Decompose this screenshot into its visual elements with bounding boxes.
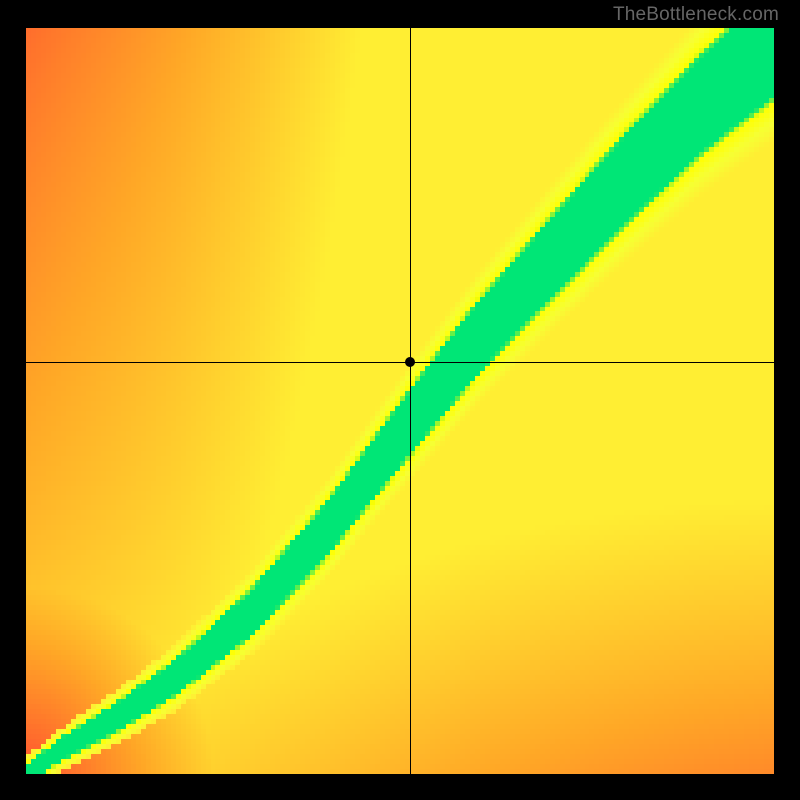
watermark: TheBottleneck.com xyxy=(613,4,779,26)
crosshair-point xyxy=(405,357,415,367)
heatmap-canvas xyxy=(26,28,774,774)
bottleneck-heatmap xyxy=(26,28,774,774)
crosshair-vertical xyxy=(410,28,411,774)
crosshair-horizontal xyxy=(26,362,774,363)
